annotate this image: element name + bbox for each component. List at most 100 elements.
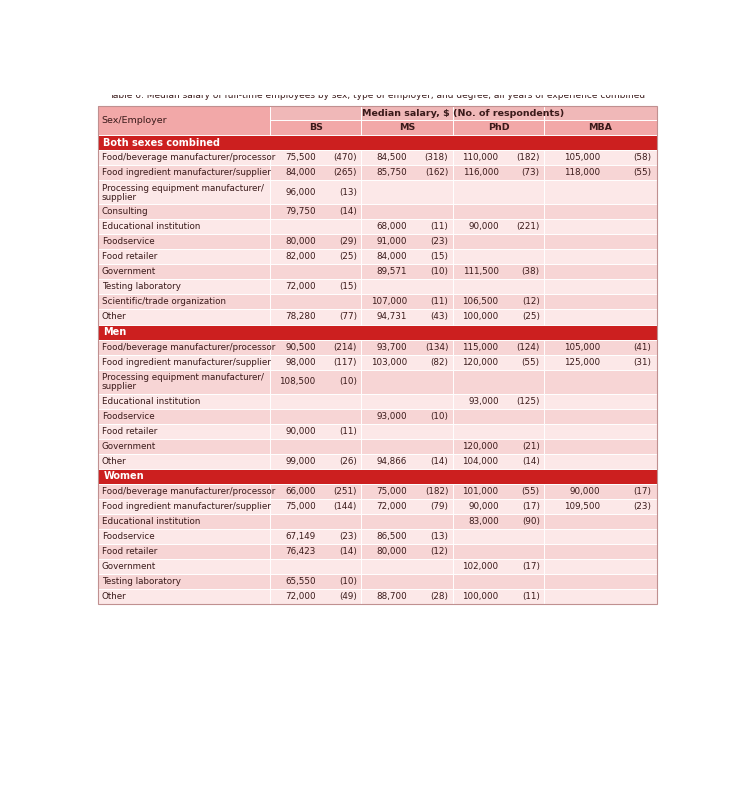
Text: Food ingredient manufacturer/supplier: Food ingredient manufacturer/supplier xyxy=(102,502,271,511)
Text: Both sexes combined: Both sexes combined xyxy=(103,138,220,147)
Text: 75,000: 75,000 xyxy=(377,487,407,496)
Bar xyxy=(270,310,361,325)
Text: 94,866: 94,866 xyxy=(377,457,407,466)
Text: (90): (90) xyxy=(522,517,539,526)
Bar xyxy=(361,180,453,204)
Text: 90,000: 90,000 xyxy=(285,427,316,436)
Bar xyxy=(453,499,545,514)
Text: (23): (23) xyxy=(430,238,448,246)
Text: Educational institution: Educational institution xyxy=(102,223,200,231)
Bar xyxy=(545,120,657,135)
Bar xyxy=(453,310,545,325)
Text: 125,000: 125,000 xyxy=(564,357,600,367)
Text: Educational institution: Educational institution xyxy=(102,517,200,526)
Text: Table 6. Median salary of full-time employees by sex, type of employer, and degr: Table 6. Median salary of full-time empl… xyxy=(109,90,645,100)
Text: 106,500: 106,500 xyxy=(462,298,498,307)
Text: 93,000: 93,000 xyxy=(377,412,407,421)
Bar xyxy=(545,310,657,325)
Bar xyxy=(98,574,270,589)
Bar xyxy=(270,370,361,394)
Text: (14): (14) xyxy=(339,208,357,216)
Bar xyxy=(361,150,453,165)
Text: Scientific/trade organization: Scientific/trade organization xyxy=(102,298,226,307)
Bar xyxy=(270,340,361,355)
Text: (55): (55) xyxy=(522,487,539,496)
Text: 111,500: 111,500 xyxy=(462,268,498,276)
Bar xyxy=(98,454,270,469)
Bar xyxy=(453,150,545,165)
Text: (134): (134) xyxy=(425,342,448,352)
Bar xyxy=(270,559,361,574)
Bar xyxy=(453,295,545,310)
Bar xyxy=(98,409,270,424)
Bar xyxy=(98,219,270,234)
Bar xyxy=(270,529,361,544)
Bar xyxy=(98,529,270,544)
Text: Men: Men xyxy=(103,327,127,337)
Bar xyxy=(453,439,545,454)
Bar xyxy=(361,234,453,249)
Bar xyxy=(270,234,361,249)
Bar xyxy=(545,409,657,424)
Bar xyxy=(453,219,545,234)
Text: Other: Other xyxy=(102,457,126,466)
Bar xyxy=(361,529,453,544)
Text: (318): (318) xyxy=(425,153,448,162)
Text: (10): (10) xyxy=(339,377,357,386)
Text: 86,500: 86,500 xyxy=(377,532,407,541)
Text: Processing equipment manufacturer/: Processing equipment manufacturer/ xyxy=(102,184,264,192)
Bar xyxy=(270,120,361,135)
Text: 75,000: 75,000 xyxy=(285,502,316,511)
Bar xyxy=(270,265,361,280)
Bar xyxy=(361,454,453,469)
Text: 94,731: 94,731 xyxy=(377,313,407,322)
Bar xyxy=(361,310,453,325)
Bar xyxy=(98,265,270,280)
Bar xyxy=(453,120,545,135)
Bar xyxy=(98,544,270,559)
Text: 90,500: 90,500 xyxy=(285,342,316,352)
Bar xyxy=(453,574,545,589)
Text: 98,000: 98,000 xyxy=(285,357,316,367)
Bar xyxy=(270,180,361,204)
Text: Food/beverage manufacturer/processor: Food/beverage manufacturer/processor xyxy=(102,153,275,162)
Bar xyxy=(453,589,545,604)
Bar xyxy=(270,544,361,559)
Bar xyxy=(98,106,657,604)
Bar xyxy=(270,589,361,604)
Bar xyxy=(361,265,453,280)
Bar xyxy=(453,484,545,499)
Text: (182): (182) xyxy=(425,487,448,496)
Bar xyxy=(453,340,545,355)
Text: Sex/Employer: Sex/Employer xyxy=(102,116,167,125)
Text: (15): (15) xyxy=(430,253,448,261)
Text: 93,700: 93,700 xyxy=(377,342,407,352)
Text: 88,700: 88,700 xyxy=(377,592,407,601)
Text: (26): (26) xyxy=(339,457,357,466)
Bar xyxy=(361,370,453,394)
Bar xyxy=(453,544,545,559)
Text: (73): (73) xyxy=(522,168,539,177)
Bar xyxy=(98,424,270,439)
Text: 101,000: 101,000 xyxy=(462,487,498,496)
Bar xyxy=(98,325,657,340)
Text: (265): (265) xyxy=(333,168,357,177)
Text: 80,000: 80,000 xyxy=(377,547,407,556)
Text: 84,000: 84,000 xyxy=(285,168,316,177)
Text: 90,000: 90,000 xyxy=(570,487,600,496)
Bar xyxy=(98,249,270,265)
Text: (117): (117) xyxy=(333,357,357,367)
Text: 84,000: 84,000 xyxy=(377,253,407,261)
Bar xyxy=(270,150,361,165)
Bar xyxy=(361,204,453,219)
Text: Testing laboratory: Testing laboratory xyxy=(102,577,181,586)
Text: (11): (11) xyxy=(430,298,448,307)
Text: (31): (31) xyxy=(633,357,651,367)
Bar xyxy=(545,394,657,409)
Text: 120,000: 120,000 xyxy=(462,442,498,451)
Text: (23): (23) xyxy=(339,532,357,541)
Text: (162): (162) xyxy=(425,168,448,177)
Text: MS: MS xyxy=(399,124,415,132)
Bar xyxy=(98,204,270,219)
Bar xyxy=(98,234,270,249)
